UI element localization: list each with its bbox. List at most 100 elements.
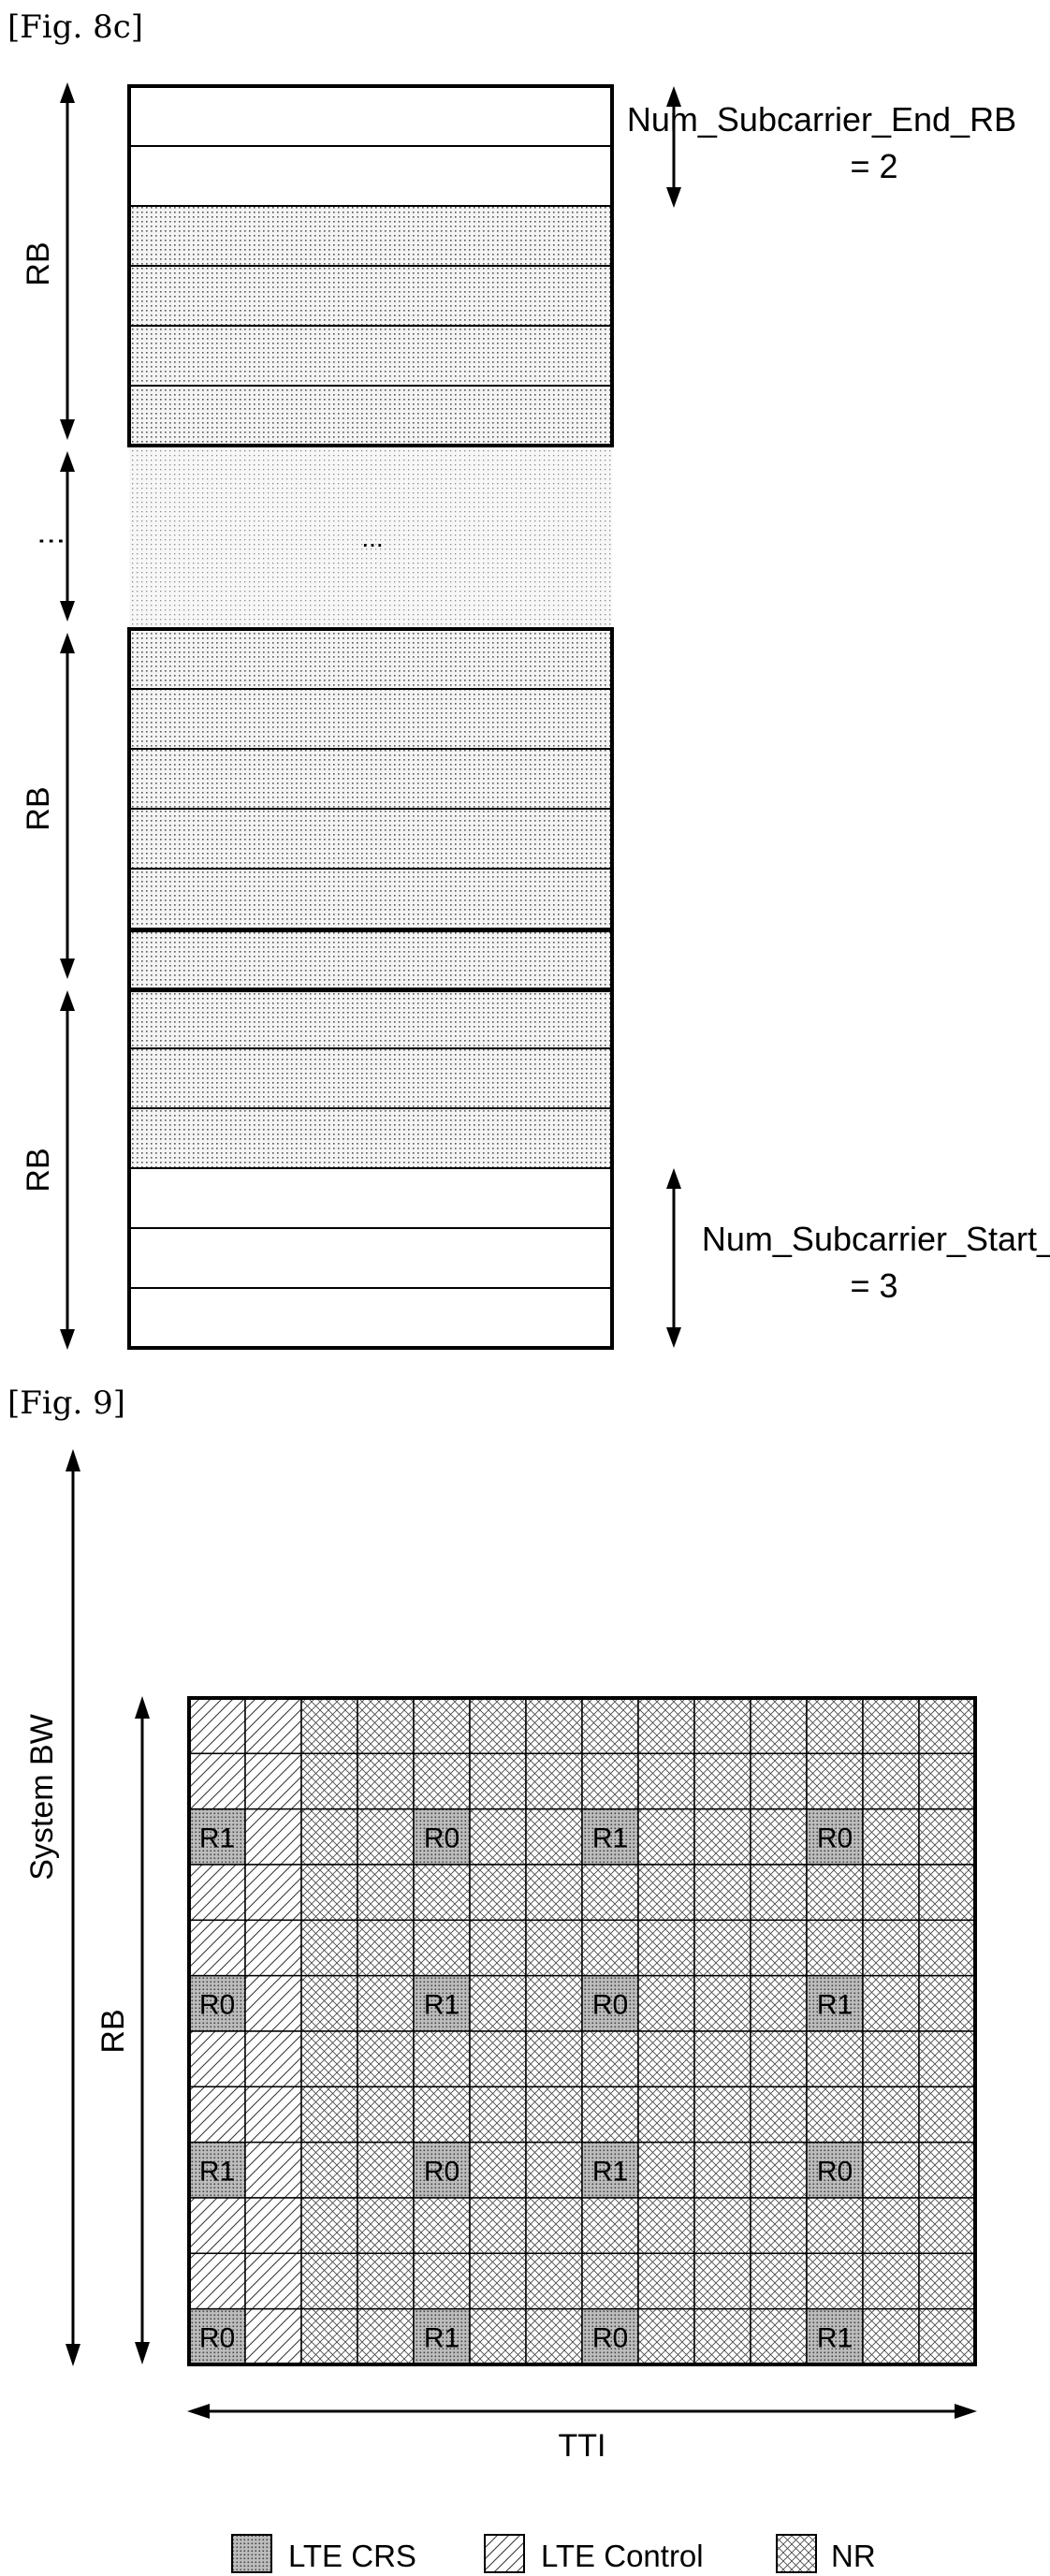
nr-cell — [863, 1809, 919, 1865]
nr-cell — [357, 2031, 414, 2086]
lte-control-cell — [245, 1809, 301, 1865]
legend-label-crs: LTE CRS — [288, 2539, 416, 2573]
nr-cell — [919, 2253, 975, 2308]
nr-cell — [470, 2031, 526, 2086]
nr-cell — [301, 1920, 357, 1975]
rb-label-top: RB — [21, 242, 56, 285]
lte-control-cell — [189, 2086, 245, 2142]
lte-control-cell — [245, 1698, 301, 1753]
nr-cell — [694, 2031, 751, 2086]
nr-cell — [301, 2253, 357, 2308]
nr-cell — [526, 1976, 582, 2031]
nr-cell — [638, 1809, 694, 1865]
nr-cell — [526, 1698, 582, 1753]
nr-cell — [919, 1698, 975, 1753]
nr-cell — [470, 1698, 526, 1753]
nr-cell — [919, 2309, 975, 2364]
nr-cell — [470, 2198, 526, 2253]
nr-cell — [526, 2143, 582, 2198]
subcarrier-row-used — [129, 1108, 612, 1168]
crs-port-label: R0 — [424, 2156, 459, 2187]
nr-cell — [638, 1698, 694, 1753]
nr-cell — [470, 1920, 526, 1975]
nr-cell — [694, 2143, 751, 2198]
subcarrier-row-used — [129, 749, 612, 809]
nr-cell — [414, 2031, 470, 2086]
bottom-rb-blocks — [129, 629, 612, 1348]
nr-cell — [301, 2309, 357, 2364]
rb-label: RB — [95, 2009, 131, 2053]
nr-cell — [638, 2253, 694, 2308]
nr-cell — [526, 1920, 582, 1975]
nr-cell — [638, 2031, 694, 2086]
start-annotation-line1: Num_Subcarrier_Start_RB — [702, 1220, 1050, 1258]
nr-cell — [301, 1809, 357, 1865]
subcarrier-row-used — [129, 1048, 612, 1108]
legend-swatch-nr — [777, 2535, 816, 2572]
resource-grid: R1R0R1R0R0R1R0R1R1R0R1R0R0R1R0R1 — [189, 1698, 975, 2364]
nr-cell — [301, 1865, 357, 1920]
subcarrier-row-empty — [129, 146, 612, 206]
nr-cell — [526, 1809, 582, 1865]
subcarrier-row-used — [129, 386, 612, 446]
nr-cell — [526, 1865, 582, 1920]
nr-cell — [582, 1920, 638, 1975]
nr-cell — [357, 2309, 414, 2364]
start-subcarrier-arrow — [666, 1168, 681, 1348]
nr-cell — [301, 2086, 357, 2142]
nr-cell — [694, 1753, 751, 1808]
nr-cell — [638, 2309, 694, 2364]
nr-cell — [863, 1865, 919, 1920]
nr-cell — [751, 2086, 807, 2142]
lte-control-cell — [245, 1920, 301, 1975]
nr-cell — [638, 2086, 694, 2142]
crs-port-label: R1 — [817, 1989, 853, 2020]
nr-cell — [863, 1920, 919, 1975]
lte-control-cell — [189, 1753, 245, 1808]
crs-port-label: R1 — [199, 1822, 235, 1853]
nr-cell — [694, 2309, 751, 2364]
nr-cell — [582, 1698, 638, 1753]
fig-9-label: [Fig. 9] — [7, 1384, 125, 1422]
nr-cell — [751, 2309, 807, 2364]
lte-control-cell — [245, 2143, 301, 2198]
lte-control-cell — [245, 1753, 301, 1808]
nr-cell — [751, 2143, 807, 2198]
nr-cell — [694, 1698, 751, 1753]
nr-cell — [470, 1753, 526, 1808]
lte-control-cell — [245, 1976, 301, 2031]
rb-label-middle: RB — [21, 786, 56, 830]
nr-cell — [919, 2031, 975, 2086]
nr-cell — [751, 1865, 807, 1920]
nr-cell — [807, 2198, 863, 2253]
nr-cell — [807, 1753, 863, 1808]
nr-cell — [863, 1698, 919, 1753]
nr-cell — [694, 1920, 751, 1975]
crs-port-label: R1 — [199, 2156, 235, 2187]
lte-control-cell — [245, 2309, 301, 2364]
nr-cell — [751, 1976, 807, 2031]
lte-control-cell — [189, 1865, 245, 1920]
legend: LTE CRS LTE Control NR — [232, 2535, 876, 2573]
nr-cell — [470, 2143, 526, 2198]
nr-cell — [470, 1865, 526, 1920]
nr-cell — [357, 2086, 414, 2142]
nr-cell — [357, 1976, 414, 2031]
nr-cell — [357, 2253, 414, 2308]
nr-cell — [301, 1753, 357, 1808]
nr-cell — [694, 2086, 751, 2142]
nr-cell — [414, 1698, 470, 1753]
nr-cell — [582, 2198, 638, 2253]
lte-control-cell — [189, 1698, 245, 1753]
nr-cell — [694, 2253, 751, 2308]
nr-cell — [357, 1753, 414, 1808]
lte-control-cell — [245, 1865, 301, 1920]
nr-cell — [638, 1865, 694, 1920]
nr-cell — [470, 2253, 526, 2308]
nr-cell — [357, 2198, 414, 2253]
nr-cell — [919, 1976, 975, 2031]
subcarrier-row-used — [129, 206, 612, 266]
nr-cell — [638, 1753, 694, 1808]
nr-cell — [863, 1753, 919, 1808]
